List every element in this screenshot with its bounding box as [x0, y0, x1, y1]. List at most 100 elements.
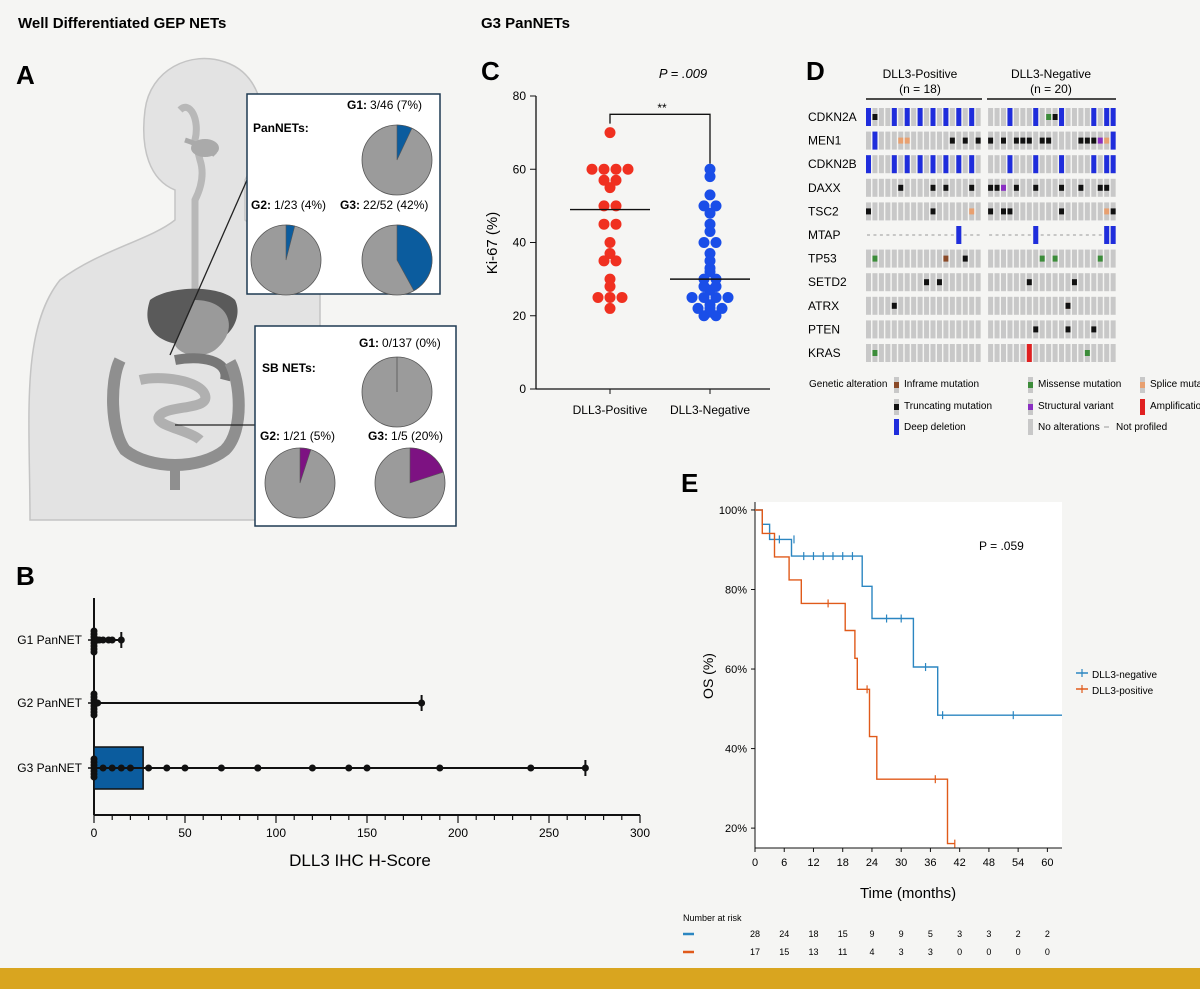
d-cell: [1026, 249, 1032, 268]
e-x-tick-label: 60: [1041, 857, 1053, 869]
d-cell: [1078, 344, 1084, 362]
d-cell-mutation: [969, 184, 975, 191]
d-cell: [898, 249, 904, 268]
d-cell-mutation: [872, 255, 878, 262]
d-cell: [904, 178, 910, 197]
d-cell: [1084, 296, 1090, 315]
e-x-tick-label: 36: [924, 857, 936, 869]
e-y-tick-label: 100%: [719, 505, 747, 517]
d-cell: [1097, 320, 1103, 339]
d-cell: [1065, 249, 1071, 268]
d-cell: [1065, 273, 1071, 292]
c-point: [604, 291, 616, 303]
pie-g2-pan-grade: G2:: [251, 198, 271, 212]
d-cell: [878, 249, 884, 268]
d-cell-mutation: [988, 137, 994, 144]
d-cell: [924, 344, 930, 362]
d-cell-deep-deletion: [866, 108, 871, 126]
d-cell: [1052, 202, 1058, 221]
d-cell: [891, 273, 897, 292]
d-legend-label: Inframe mutation: [904, 379, 979, 390]
d-cell: [904, 273, 910, 292]
d-cell: [1039, 273, 1045, 292]
d-cell: [949, 296, 955, 315]
d-cell-mutation: [962, 255, 968, 262]
d-cell-deep-deletion: [956, 155, 962, 174]
d-cell-mutation: [1097, 137, 1103, 144]
d-cell: [1104, 249, 1110, 268]
d-cell: [924, 108, 930, 126]
d-cell: [1026, 202, 1032, 221]
b-point: [126, 764, 134, 772]
d-cell-deep-deletion: [956, 108, 962, 126]
d-cell: [988, 155, 994, 174]
d-cell: [1007, 344, 1013, 362]
d-cell: [943, 131, 949, 150]
d-cell: [956, 178, 962, 197]
d-cell: [878, 202, 884, 221]
d-cell: [1033, 131, 1039, 150]
d-cell-deep-deletion: [1104, 226, 1110, 244]
d-cell: [885, 202, 891, 221]
d-cell: [1046, 249, 1052, 268]
d-cell: [1097, 296, 1103, 315]
e-survival-curve: [755, 509, 955, 845]
e-x-tick-label: 48: [983, 857, 995, 869]
d-cell: [975, 273, 981, 292]
panel-letter-e: E: [681, 468, 698, 498]
d-cell: [975, 320, 981, 339]
c-point: [604, 182, 616, 194]
e-x-tick-label: 18: [837, 857, 849, 869]
d-cell-mutation: [1013, 137, 1019, 144]
b-point: [99, 764, 107, 772]
d-cell: [1091, 202, 1097, 221]
d-cell: [930, 131, 936, 150]
d-cell-deep-deletion: [1033, 226, 1039, 244]
d-cell: [904, 320, 910, 339]
d-cell: [1007, 296, 1013, 315]
d-gene-label: SETD2: [808, 275, 847, 289]
e-x-tick-label: 54: [1012, 857, 1024, 869]
d-cell-mutation: [1084, 137, 1090, 144]
c-point: [710, 237, 722, 248]
d-cell: [930, 344, 936, 362]
d-cell: [872, 296, 878, 315]
d-gene-label: KRAS: [808, 346, 841, 360]
d-cell: [936, 155, 942, 174]
d-cell-mutation: [994, 184, 1000, 191]
d-cell: [1020, 178, 1026, 197]
c-point: [692, 302, 704, 314]
d-cell: [1084, 320, 1090, 339]
pie-g3-sb-grade: G3:: [368, 429, 388, 443]
d-cell: [1110, 320, 1116, 339]
pie-g2-pan-stat: 1/23 (4%): [274, 198, 326, 212]
c-point: [610, 218, 622, 230]
d-cell: [1033, 202, 1039, 221]
d-cell-mutation: [1052, 255, 1058, 262]
c-point: [598, 218, 610, 230]
d-cell: [975, 344, 981, 362]
d-cell: [1097, 344, 1103, 362]
e-risk-value: 3: [899, 947, 904, 957]
d-cell: [917, 178, 923, 197]
d-cell: [1071, 249, 1077, 268]
pie-slice: [285, 224, 296, 261]
pie-g2-sb-stat: 1/21 (5%): [283, 429, 335, 443]
panel-c-ylabel: Ki-67 (%): [484, 212, 501, 275]
d-cell: [936, 249, 942, 268]
e-risk-value: 24: [779, 929, 789, 939]
c-point: [704, 163, 716, 175]
footer-bar: [0, 968, 1200, 989]
e-x-tick-label: 12: [807, 857, 819, 869]
d-cell-mutation: [1039, 255, 1045, 262]
d-cell: [885, 296, 891, 315]
b-point: [90, 648, 98, 656]
d-cell: [936, 131, 942, 150]
d-cell: [1078, 108, 1084, 126]
d-cell: [878, 155, 884, 174]
e-risk-value: 5: [928, 929, 933, 939]
d-cell: [866, 178, 871, 197]
d-cell: [969, 249, 975, 268]
c-point: [704, 189, 716, 201]
b-point: [217, 764, 225, 772]
